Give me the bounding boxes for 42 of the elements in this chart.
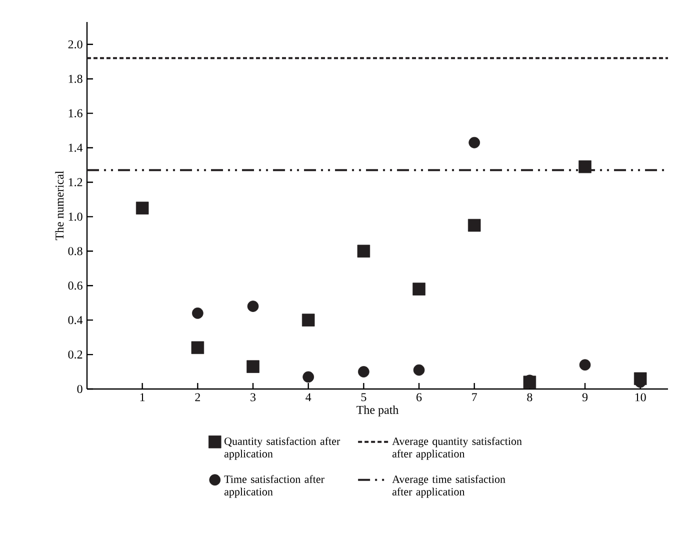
x-tick-label: 9 xyxy=(582,393,588,402)
x-tick-label: 6 xyxy=(416,393,422,402)
y-tick-label: 2.0 xyxy=(68,40,82,48)
x-tick-label: 10 xyxy=(635,393,646,402)
x-tick-label: 2 xyxy=(195,393,200,402)
x-tick-label: 1 xyxy=(140,393,145,402)
point xyxy=(136,202,149,214)
y-tick-label: 1.2 xyxy=(68,178,82,186)
y-tick-label: 1.6 xyxy=(68,109,82,118)
point xyxy=(412,282,426,296)
y-tick-label: 0.8 xyxy=(68,247,82,256)
y-tick-label: 0.6 xyxy=(68,282,82,290)
point xyxy=(191,341,204,354)
legend-label: Quantity satisfaction after application xyxy=(224,437,340,460)
x-tick-label: 7 xyxy=(472,393,477,402)
y-tick-label: 1.8 xyxy=(68,74,82,83)
point xyxy=(468,136,480,148)
y-tick-label: 0.4 xyxy=(68,316,83,324)
x-tick-label: 5 xyxy=(361,393,366,402)
point xyxy=(578,160,592,174)
x-axis-title: The path xyxy=(356,405,399,416)
point xyxy=(358,366,370,378)
point xyxy=(247,300,259,312)
y-tick-label: 1.4 xyxy=(68,144,83,152)
point xyxy=(192,308,204,319)
point xyxy=(468,218,481,232)
y-tick-label: 1.0 xyxy=(68,212,82,221)
x-tick-label: 3 xyxy=(250,393,256,402)
y-tick-label: 0.2 xyxy=(68,350,82,359)
point xyxy=(357,244,370,258)
x-tick-label: 8 xyxy=(527,393,532,402)
x-tick-label: 4 xyxy=(306,393,312,402)
point xyxy=(413,364,425,376)
point xyxy=(302,371,314,383)
legend-label: Average time satisfaction after application xyxy=(392,475,506,498)
point xyxy=(302,314,315,326)
y-axis-title: The numerical xyxy=(55,170,64,240)
point xyxy=(579,359,591,371)
y-tick-label: 0 xyxy=(77,384,82,394)
point xyxy=(246,360,260,373)
legend-label: Time satisfaction after application xyxy=(224,475,324,498)
legend-label: Average quantity satisfaction after application xyxy=(392,437,522,460)
